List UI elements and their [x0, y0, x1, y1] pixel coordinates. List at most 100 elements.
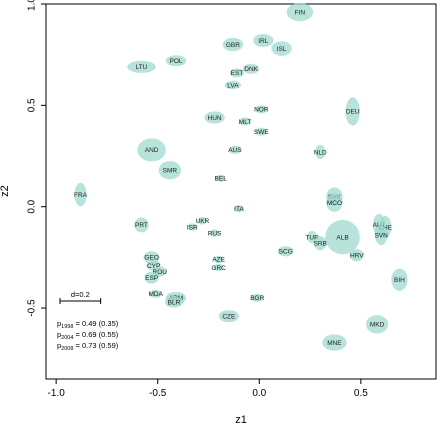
point-label: DEU	[346, 109, 360, 116]
point-mco: MCO	[326, 193, 343, 212]
point-label: RUS	[208, 230, 222, 237]
point-label: UKR	[196, 218, 210, 225]
point-marker	[375, 224, 388, 246]
point-marker	[238, 117, 252, 126]
point-label: LTU	[136, 64, 148, 71]
point-marker	[134, 217, 149, 233]
point-est: EST	[229, 68, 245, 78]
point-marker	[209, 229, 220, 237]
point-label: MKD	[370, 322, 385, 329]
x-axis-label: z1	[235, 414, 247, 426]
point-marker	[137, 138, 166, 162]
point-label: ROU	[153, 269, 168, 276]
point-svn: SVN	[374, 224, 388, 246]
point-label: BEL	[215, 176, 228, 183]
point-marker	[127, 60, 156, 73]
point-label: AND	[145, 147, 159, 154]
point-cze: CZE	[218, 310, 239, 323]
point-label: HUN	[208, 115, 222, 122]
point-marker	[215, 174, 226, 182]
point-deu: DEU	[345, 97, 360, 126]
correlation-annotations: p1998 = 0.49 (0.35)p2004 = 0.69 (0.55)p2…	[57, 319, 119, 352]
point-hrv: HRV	[349, 249, 364, 262]
point-marker	[255, 105, 268, 114]
point-label: SVN	[374, 232, 388, 239]
point-marker	[277, 246, 294, 257]
point-label: POL	[169, 58, 182, 65]
point-marker	[286, 2, 314, 22]
point-label: EST	[231, 70, 244, 77]
point-label: SRB	[314, 240, 327, 247]
point-label: CZE	[222, 313, 236, 320]
point-marker	[164, 296, 184, 308]
point-mlt: MLT	[238, 117, 252, 126]
point-rus: RUS	[208, 229, 222, 237]
point-marker	[213, 263, 224, 272]
point-label: DNK	[244, 66, 258, 73]
y-tick-label: 0.0	[27, 199, 38, 213]
point-label: MDA	[148, 291, 163, 298]
point-marker	[213, 255, 224, 264]
annotation-line: p1998 = 0.49 (0.35)	[57, 319, 119, 330]
point-geo: GEO	[143, 251, 160, 264]
point-label: BLR	[168, 299, 181, 306]
point-label: IRL	[258, 38, 269, 45]
point-marker	[315, 144, 326, 160]
point-tur: TUR	[305, 231, 319, 244]
point-label: BIH	[394, 277, 405, 284]
point-marker	[322, 334, 347, 351]
point-label: AUS	[228, 147, 242, 154]
point-label: FRA	[74, 192, 88, 199]
point-marker	[224, 81, 241, 90]
point-label: FIN	[295, 9, 306, 16]
point-marker	[218, 310, 239, 323]
point-alb: ALB	[325, 219, 360, 255]
point-srb: SRB	[314, 236, 327, 251]
point-label: ITA	[234, 206, 244, 213]
point-marker	[165, 55, 187, 67]
point-label: AZE	[212, 257, 225, 264]
point-label: GRC	[211, 265, 226, 272]
point-fra: FRA	[74, 182, 88, 207]
point-bgr: BGR	[250, 293, 265, 302]
point-label: BGR	[250, 295, 264, 302]
point-label: ISL	[277, 46, 287, 53]
point-ita: ITA	[233, 205, 244, 213]
point-aze: AZE	[212, 255, 226, 264]
point-marker	[204, 111, 225, 124]
point-label: MCO	[327, 200, 342, 207]
point-label: SCG	[279, 249, 293, 256]
point-prt: PRT	[134, 217, 149, 233]
point-nld: NLD	[314, 144, 327, 160]
point-marker	[271, 41, 292, 56]
x-tick-label: 0.0	[252, 388, 266, 399]
point-marker	[149, 289, 162, 298]
point-label: GBR	[226, 42, 240, 49]
point-marker	[307, 231, 318, 244]
point-mda: MDA	[148, 289, 164, 298]
point-fin: FIN	[286, 2, 314, 22]
point-mne: MNE	[322, 334, 347, 351]
scale-bar-label: d=0.2	[71, 290, 90, 299]
point-lva: LVA	[224, 81, 241, 90]
point-marker	[253, 34, 274, 47]
point-marker	[326, 193, 343, 212]
point-dnk: DNK	[243, 63, 260, 74]
point-esp: ESP	[144, 271, 159, 284]
point-label: NLD	[314, 149, 327, 156]
point-label: MLT	[239, 119, 252, 126]
point-marker	[349, 249, 364, 262]
point-marker	[144, 271, 159, 284]
x-tick-label: -0.5	[149, 388, 167, 399]
point-marker	[74, 182, 87, 207]
point-nor: NOR	[254, 105, 269, 114]
point-label: SMR	[163, 168, 178, 175]
point-hun: HUN	[204, 111, 225, 124]
point-marker	[197, 217, 208, 225]
y-tick-label: 0.5	[27, 98, 38, 112]
point-blr: BLR	[164, 296, 184, 308]
point-marker	[251, 293, 264, 302]
point-marker	[365, 315, 389, 334]
